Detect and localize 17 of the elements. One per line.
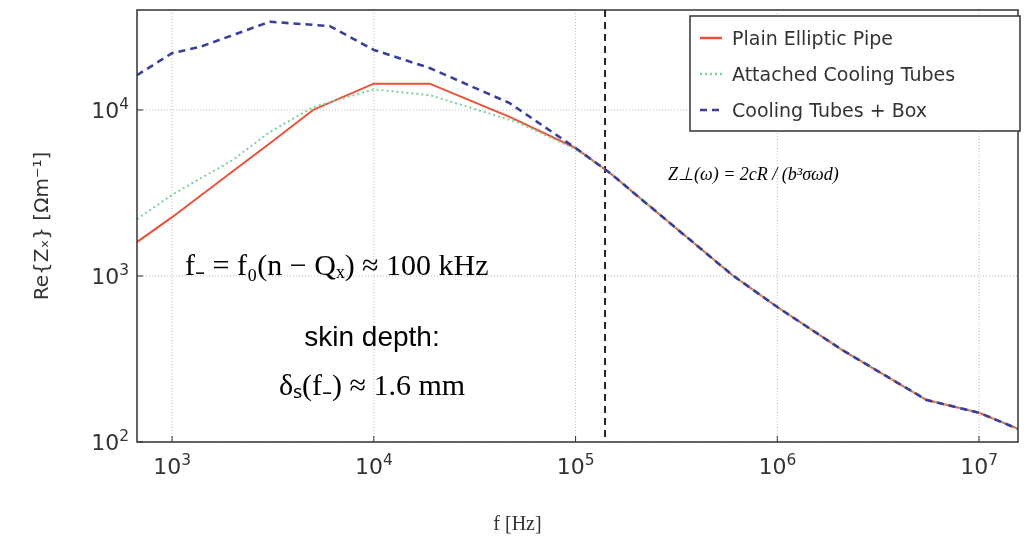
y-axis-title: Re{Zₓ} [Ωm⁻¹] [29,151,53,301]
x-axis-title: f [Hz] [493,512,542,534]
annotation: δₛ(f₋) ≈ 1.6 mm [278,368,466,402]
annotation: skin depth: [304,321,440,352]
x-tick-label: 10$^{7}$ [960,451,998,479]
y-tick-label: 10$^{2}$ [91,427,129,455]
x-tick-label: 10$^{6}$ [758,451,797,479]
x-tick-label: 10$^{5}$ [556,451,595,479]
annotation: f₋ = f₀(n − Qₓ) ≈ 100 kHz [185,248,489,282]
y-tick-label: 10$^{3}$ [91,260,129,289]
x-tick-label: 10$^{4}$ [354,451,393,479]
x-tick-label: 10$^{3}$ [153,451,191,479]
legend-label: Cooling Tubes + Box [732,99,927,121]
legend-label: Plain Elliptic Pipe [732,27,893,49]
y-tick-label: 10$^{4}$ [91,94,129,123]
legend-label: Attached Cooling Tubes [732,63,956,85]
annotation: Z⊥(ω) = 2cR / (b³σωd) [668,164,839,185]
